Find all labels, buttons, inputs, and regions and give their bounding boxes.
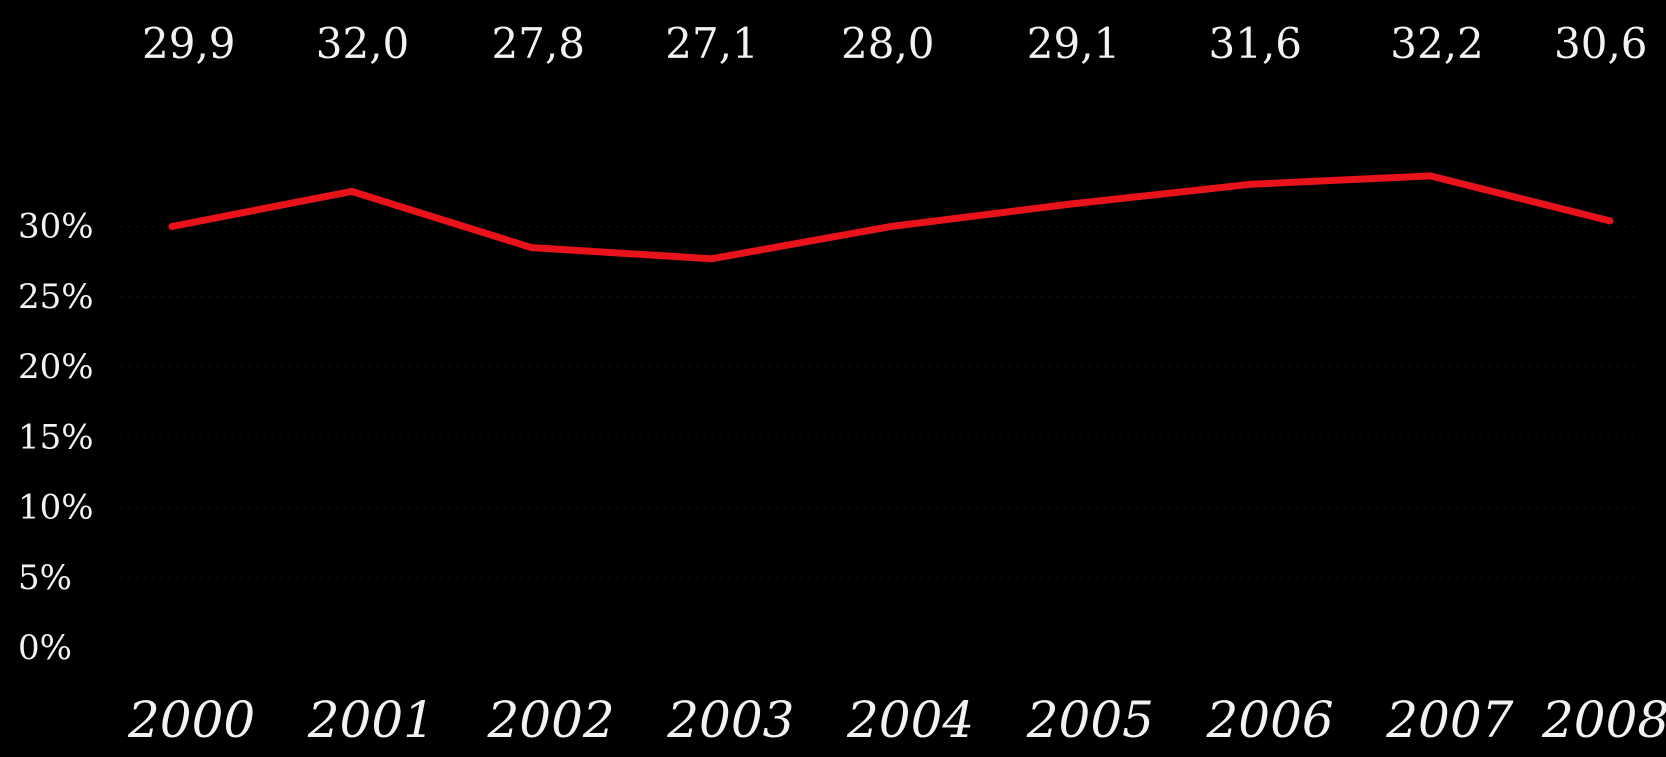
x-tick-label: 2006: [1206, 691, 1334, 749]
x-tick-label: 2003: [666, 691, 794, 749]
x-tick-label: 2002: [487, 691, 615, 749]
value-label: 29,1: [1027, 19, 1121, 68]
data-point: [707, 255, 715, 263]
x-axis: 2000 2001 2002 2003 2004 2005 2006 2007 2008: [127, 691, 1666, 749]
series-layer: [168, 172, 1614, 263]
y-axis: 30% 25% 20% 15% 10% 5% 0%: [18, 207, 94, 669]
value-labels: 29,9 32,0 27,8 27,1 28,0 29,1 31,6 32,2 30,6: [142, 19, 1648, 68]
x-tick-label: 2008: [1541, 691, 1666, 749]
value-label: 31,6: [1209, 19, 1303, 68]
y-tick-label: 0%: [18, 628, 72, 668]
x-tick-label: 2000: [127, 691, 255, 749]
data-point: [1067, 200, 1075, 208]
y-tick-label: 20%: [18, 347, 94, 387]
data-point: [1606, 217, 1614, 225]
y-tick-label: 25%: [18, 277, 94, 317]
series-line: [168, 172, 1614, 263]
x-tick-label: 2007: [1385, 691, 1513, 749]
value-label: 32,2: [1390, 19, 1484, 68]
value-label: 28,0: [841, 19, 935, 68]
y-tick-label: 5%: [18, 558, 72, 598]
data-point: [528, 244, 535, 252]
y-tick-label: 30%: [18, 207, 94, 247]
x-tick-label: 2005: [1026, 691, 1154, 749]
x-tick-label: 2001: [307, 691, 435, 749]
y-tick-label: 10%: [18, 488, 94, 528]
value-label: 32,0: [316, 19, 410, 68]
value-label: 30,6: [1554, 19, 1648, 68]
data-point: [887, 223, 895, 230]
value-label: 27,1: [665, 19, 759, 68]
data-point: [348, 187, 356, 195]
data-point: [1426, 172, 1434, 180]
data-point: [168, 223, 176, 230]
data-point: [1247, 180, 1254, 188]
grid-layer: [120, 226, 1640, 649]
value-label: 29,9: [142, 19, 236, 68]
x-tick-label: 2004: [846, 691, 974, 749]
value-label: 27,8: [492, 19, 586, 68]
y-tick-label: 15%: [18, 417, 94, 457]
